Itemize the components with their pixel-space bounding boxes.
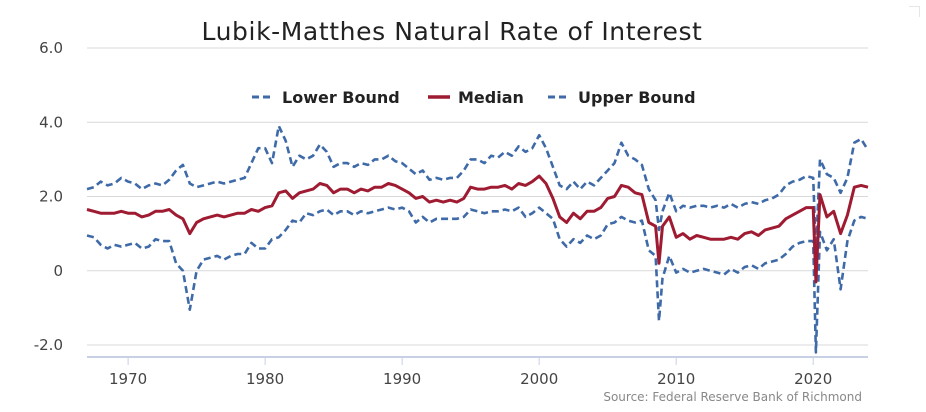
legend-item-median[interactable]: Median	[428, 88, 524, 107]
series-line-upper-bound	[86, 124, 870, 254]
chart-title: Lubik-Matthes Natural Rate of Interest	[202, 17, 703, 46]
y-tick-label: 0	[53, 262, 63, 280]
y-tick-label: 4.0	[39, 113, 63, 131]
x-tick-label: 2020	[794, 370, 832, 388]
x-tick-label: 2010	[657, 370, 695, 388]
legend-item-upper-bound[interactable]: Upper Bound	[548, 88, 696, 107]
y-tick-label: 2.0	[39, 188, 63, 206]
legend-label: Lower Bound	[282, 88, 400, 107]
legend-item-lower-bound[interactable]: Lower Bound	[252, 88, 400, 107]
series-lines	[86, 124, 870, 354]
x-axis-ticks: 1970 1980 1990 2000 2010 2020	[109, 357, 832, 388]
series-line-lower-bound	[86, 206, 869, 354]
source-note: Source: Federal Reserve Bank of Richmond	[603, 390, 862, 404]
series-line-median	[86, 174, 869, 284]
legend-label: Median	[458, 88, 524, 107]
y-tick-label: 6.0	[39, 39, 63, 57]
x-tick-label: 1980	[246, 370, 284, 388]
x-tick-label: 2000	[520, 370, 558, 388]
y-tick-label: -2.0	[34, 336, 63, 354]
gridlines	[87, 47, 868, 346]
x-tick-label: 1970	[109, 370, 147, 388]
corner-mark	[909, 6, 920, 17]
legend-label: Upper Bound	[578, 88, 696, 107]
y-axis-ticks: 6.0 4.0 2.0 0 -2.0	[34, 39, 63, 354]
legend[interactable]: Lower Bound Median Upper Bound	[252, 88, 696, 107]
x-tick-label: 1990	[383, 370, 421, 388]
